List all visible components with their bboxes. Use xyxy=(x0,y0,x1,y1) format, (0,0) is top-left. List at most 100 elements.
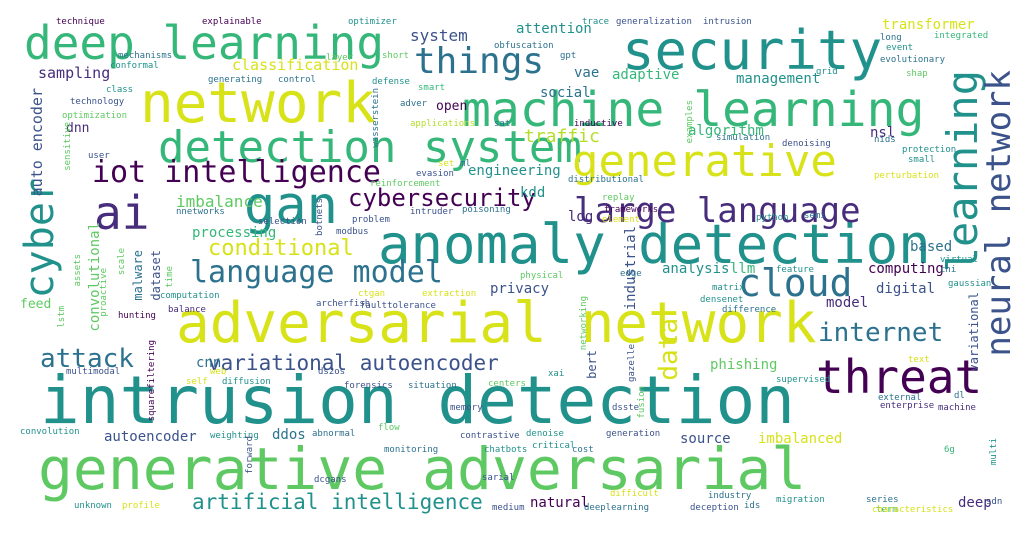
word: lstm xyxy=(57,306,67,328)
word: denoising xyxy=(782,139,831,149)
word: adaptive xyxy=(612,67,680,83)
word: source xyxy=(680,431,731,447)
word: digital xyxy=(876,281,936,297)
word: imbalanced xyxy=(758,431,843,447)
word: neural network xyxy=(979,70,1019,357)
word: generalization xyxy=(616,17,692,27)
word: text xyxy=(908,355,930,365)
word: frameworks xyxy=(604,205,659,215)
word: cloud xyxy=(738,261,853,305)
word: dcgans xyxy=(314,475,347,485)
word: control xyxy=(278,75,316,85)
word: memory xyxy=(450,403,483,413)
word: generative adversarial xyxy=(38,435,807,503)
word: abnormal xyxy=(312,429,356,439)
word: fusion xyxy=(637,386,647,419)
word: wasserstein xyxy=(371,88,381,148)
word: trace xyxy=(582,17,610,27)
word: sampling xyxy=(38,64,111,82)
word: squarefiltering xyxy=(147,340,157,422)
word: conformal xyxy=(110,61,159,71)
word: iot intelligence xyxy=(92,155,381,190)
word: densenet xyxy=(700,295,744,305)
word: things xyxy=(414,41,545,82)
word: cnn xyxy=(196,355,222,371)
word: attention xyxy=(516,21,592,37)
word: perturbation xyxy=(874,171,940,181)
word: classification xyxy=(232,56,359,74)
word: evasion xyxy=(416,169,454,179)
word: replay xyxy=(602,193,635,203)
word: machine learning xyxy=(462,82,925,138)
word: adver xyxy=(400,99,428,109)
word: threat xyxy=(816,350,983,404)
word: simulation xyxy=(716,133,771,143)
word: internet xyxy=(818,318,944,348)
word: difference xyxy=(722,305,777,315)
word: dnn xyxy=(66,121,90,136)
word: shap xyxy=(906,69,928,79)
word: transformer xyxy=(882,17,975,33)
word: feed xyxy=(20,297,52,312)
word: faulttolerance xyxy=(360,301,436,311)
word: security xyxy=(622,19,883,82)
word: open xyxy=(436,99,468,114)
word: sarial xyxy=(482,473,515,483)
word: term xyxy=(876,505,898,515)
word: flow xyxy=(378,423,400,433)
word: python xyxy=(756,213,789,223)
word: sensitive xyxy=(63,122,73,171)
word: dsste xyxy=(612,403,640,413)
word: botnets xyxy=(315,198,325,236)
word: gan xyxy=(244,176,338,236)
word: data xyxy=(654,318,684,381)
word: hunting xyxy=(118,311,156,321)
word: grid xyxy=(816,67,838,77)
word: bert xyxy=(585,350,599,379)
word: sat xyxy=(494,119,511,129)
word: inductive xyxy=(574,119,623,129)
word: denoise xyxy=(526,429,564,439)
word: network xyxy=(140,71,377,136)
word: extraction xyxy=(422,289,477,299)
word: unknown xyxy=(74,501,112,511)
word: migration xyxy=(776,495,825,505)
word: malware xyxy=(131,250,145,301)
word: contrastive xyxy=(460,431,520,441)
word: poisoning xyxy=(462,205,511,215)
word: detection system xyxy=(158,122,582,173)
word: auto encoder xyxy=(28,88,46,197)
word: traffic xyxy=(524,126,600,147)
word: based xyxy=(910,239,953,255)
word: computation xyxy=(160,291,220,301)
word: small xyxy=(908,155,936,165)
word: evolutionary xyxy=(880,55,946,65)
word: imbalance xyxy=(176,192,263,211)
word: monitoring xyxy=(384,445,439,455)
word: ds2os xyxy=(318,367,346,377)
word: intrusion xyxy=(703,17,752,27)
word: scale xyxy=(117,248,127,276)
word: convolution xyxy=(20,427,80,437)
word: optimization xyxy=(62,111,128,121)
word: profile xyxy=(122,501,160,511)
word: large language xyxy=(574,191,861,231)
word: forward xyxy=(245,436,255,474)
word: selection xyxy=(258,217,307,227)
word: mechanisms xyxy=(118,51,173,61)
word: ai xyxy=(94,186,150,240)
word: adversarial network xyxy=(176,291,817,356)
word: language model xyxy=(190,255,443,290)
word: situation xyxy=(408,381,457,391)
word: reinforcement xyxy=(370,179,441,189)
word: kdd xyxy=(520,185,546,201)
word: matrix xyxy=(712,283,745,293)
word: deep xyxy=(958,495,992,511)
word: problem xyxy=(352,215,390,225)
word: semi xyxy=(804,211,826,221)
word: ddos xyxy=(272,427,306,443)
word: time xyxy=(165,266,175,288)
word: medium xyxy=(492,503,525,513)
word: attack xyxy=(40,344,134,374)
word: variational autoencoder xyxy=(208,351,499,375)
